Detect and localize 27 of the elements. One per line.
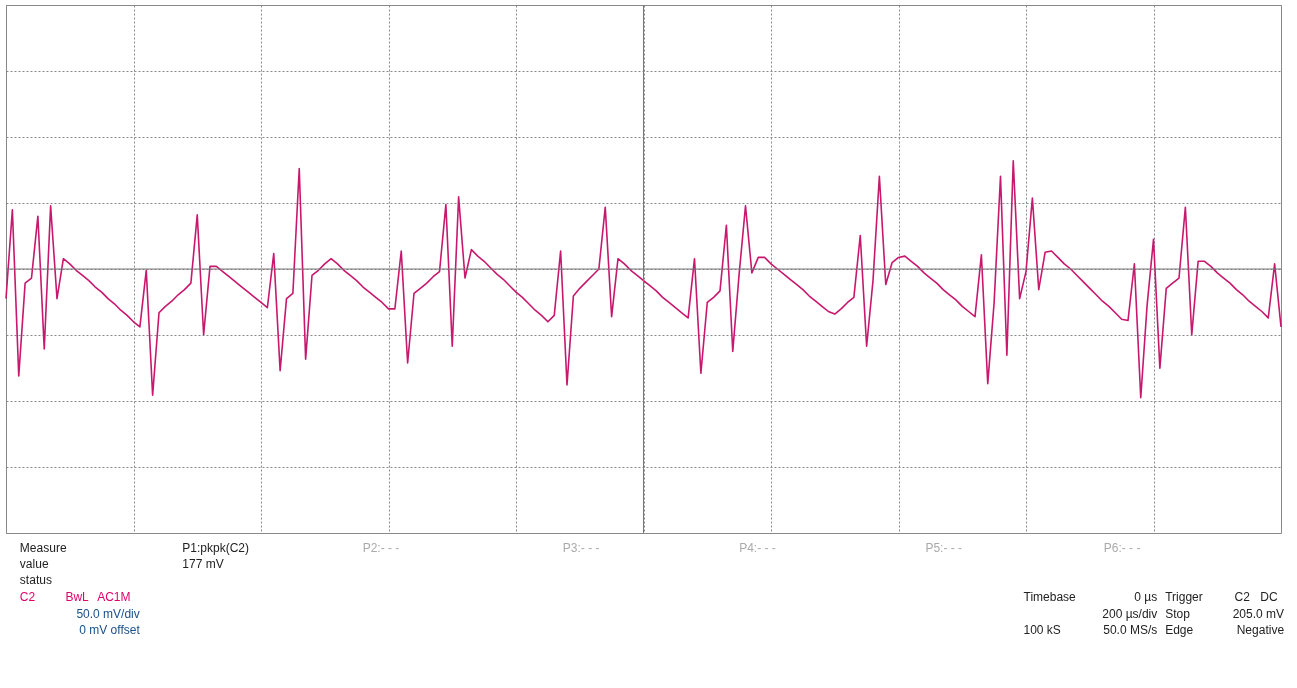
text: 205.0 mV	[1232, 606, 1285, 621]
text: P6:- - -	[1103, 540, 1141, 555]
text: 0 µs	[1134, 590, 1158, 605]
text: Edge	[1165, 623, 1194, 638]
text: P5:- - -	[925, 540, 963, 555]
text: C2	[19, 590, 36, 605]
text: Stop	[1165, 606, 1191, 621]
text: Negative	[1236, 623, 1285, 638]
text: 0 mV offset	[79, 623, 141, 638]
text: AC1M	[97, 590, 131, 605]
text: P2:- - -	[362, 540, 400, 555]
text: 50.0 MS/s	[1103, 623, 1158, 638]
text: P3:- - -	[562, 540, 600, 555]
text: value	[19, 556, 49, 571]
text: status	[19, 573, 52, 588]
text: C2	[1234, 590, 1251, 605]
text: Measure	[19, 540, 67, 555]
text: Timebase	[1023, 590, 1077, 605]
text: Trigger	[1165, 590, 1203, 605]
text: DC	[1260, 590, 1278, 605]
text: 50.0 mV/div	[76, 606, 140, 621]
text: 200 µs/div	[1102, 606, 1158, 621]
text: 100 kS	[1023, 623, 1061, 638]
text: P4:- - -	[739, 540, 776, 555]
text: 177 mV	[182, 556, 224, 571]
text: BwL	[65, 590, 90, 605]
text: P1:pkpk(C2)	[182, 540, 250, 555]
